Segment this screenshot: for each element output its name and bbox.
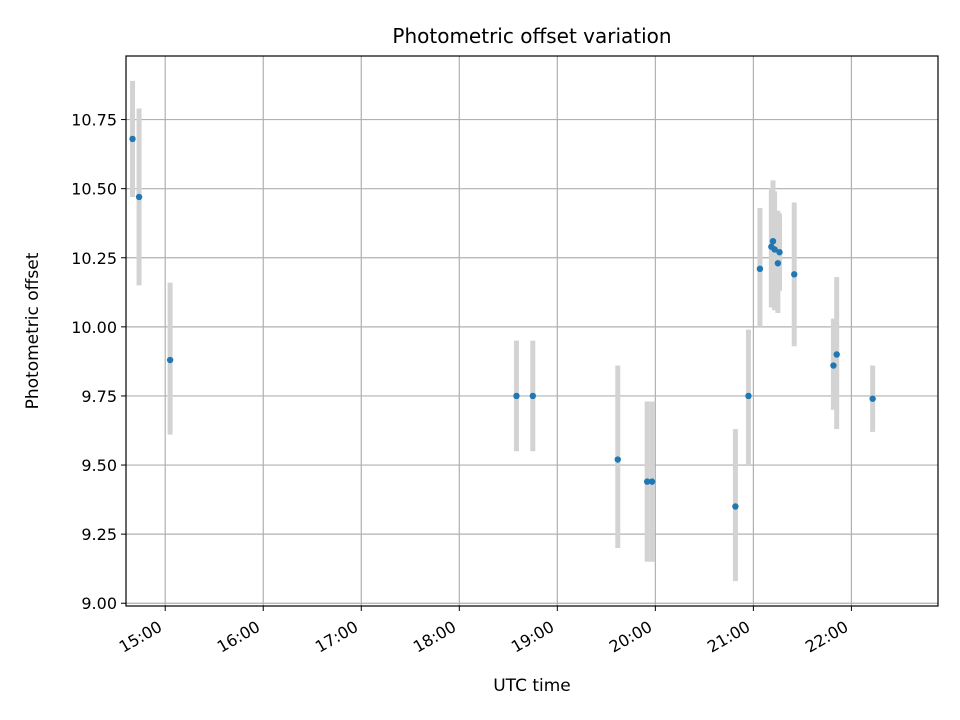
data-point (776, 249, 783, 256)
plot-frame (125, 55, 939, 607)
data-point (529, 392, 537, 400)
y-tick-label: 10.50 (71, 180, 117, 199)
y-tick-label: 9.50 (81, 456, 117, 475)
x-tick-label: 15:00 (116, 617, 165, 657)
data-point (732, 503, 739, 510)
data-point (769, 237, 777, 245)
data-point (771, 246, 778, 253)
x-tick-label: 22:00 (802, 617, 851, 657)
data-point (774, 260, 782, 267)
data-point (830, 362, 837, 369)
data-point (614, 456, 621, 463)
data-point (791, 271, 798, 278)
y-tick-label: 9.00 (81, 594, 117, 613)
x-tick-label: 17:00 (312, 617, 361, 657)
data-point (166, 356, 174, 364)
y-tick-label: 10.75 (71, 111, 117, 130)
data-point (129, 135, 136, 143)
data-point (513, 392, 520, 400)
y-tick-label: 9.75 (81, 387, 117, 406)
x-tick-label: 20:00 (606, 617, 655, 657)
x-tick-label: 16:00 (214, 617, 263, 657)
grid-layer (126, 56, 938, 606)
x-tick-label: 19:00 (508, 617, 557, 657)
data-point (745, 392, 752, 400)
y-tick-label: 10.25 (71, 249, 117, 268)
x-tick-label: 18:00 (410, 617, 459, 657)
chart-title: Photometric offset variation (392, 24, 671, 48)
data-point (135, 193, 143, 201)
x-axis-title: UTC time (493, 676, 571, 696)
x-tick-label: 21:00 (704, 617, 753, 657)
data-point (756, 265, 764, 273)
y-axis-title: Photometric offset (23, 252, 43, 409)
data-point (833, 351, 840, 358)
errorbar-layer (130, 80, 876, 582)
point-layer (129, 135, 876, 510)
data-point (643, 478, 651, 485)
y-tick-label: 9.25 (81, 525, 117, 544)
data-point (869, 395, 876, 402)
y-tick-label: 10.00 (71, 318, 117, 337)
data-point (648, 478, 656, 485)
